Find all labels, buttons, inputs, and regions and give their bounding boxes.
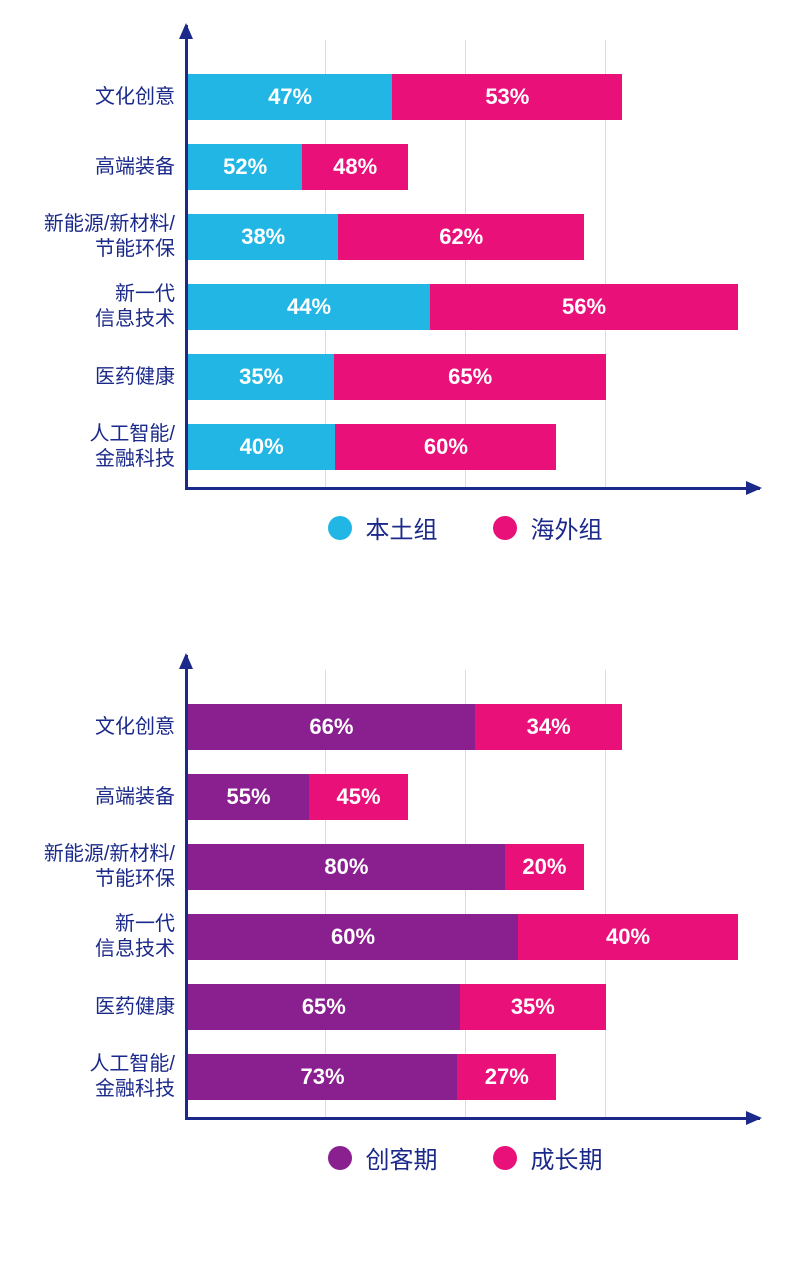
bar-segment: 45% bbox=[309, 774, 408, 820]
bar-value-label: 80% bbox=[324, 854, 368, 880]
bar-segment: 35% bbox=[188, 354, 334, 400]
bar-segment: 60% bbox=[335, 424, 556, 470]
category-label: 高端装备 bbox=[95, 155, 175, 180]
legend-item: 海外组 bbox=[493, 510, 603, 545]
bar-value-label: 60% bbox=[424, 434, 468, 460]
x-axis bbox=[185, 487, 760, 490]
bar-segment: 66% bbox=[188, 704, 475, 750]
bar-value-label: 40% bbox=[606, 924, 650, 950]
bar-segment: 53% bbox=[392, 74, 622, 120]
bar-segment: 55% bbox=[188, 774, 309, 820]
bar-row: 60% 40% bbox=[188, 914, 738, 960]
bar-value-label: 56% bbox=[562, 294, 606, 320]
bar-value-label: 20% bbox=[522, 854, 566, 880]
bar-value-label: 38% bbox=[241, 224, 285, 250]
bar-value-label: 47% bbox=[268, 84, 312, 110]
bar-value-label: 52% bbox=[223, 154, 267, 180]
bar-segment: 65% bbox=[334, 354, 606, 400]
bar-row: 80% 20% bbox=[188, 844, 584, 890]
category-label: 医药健康 bbox=[95, 365, 175, 390]
bar-value-label: 65% bbox=[448, 364, 492, 390]
category-label: 新一代 信息技术 bbox=[95, 282, 175, 332]
category-label: 新能源/新材料/ 节能环保 bbox=[44, 842, 175, 892]
category-label: 人工智能/ 金融科技 bbox=[89, 422, 175, 472]
bar-segment: 60% bbox=[188, 914, 518, 960]
bar-row: 40% 60% bbox=[188, 424, 557, 470]
bar-segment: 52% bbox=[188, 144, 302, 190]
bar-segment: 44% bbox=[188, 284, 430, 330]
bar-value-label: 44% bbox=[287, 294, 331, 320]
bar-segment: 40% bbox=[188, 424, 335, 470]
category-label: 人工智能/ 金融科技 bbox=[89, 1052, 175, 1102]
bar-segment: 35% bbox=[460, 984, 606, 1030]
bar-row: 44% 56% bbox=[188, 284, 738, 330]
bar-value-label: 55% bbox=[226, 784, 270, 810]
category-label: 新能源/新材料/ 节能环保 bbox=[44, 212, 175, 262]
legend-swatch bbox=[493, 1146, 517, 1170]
category-label: 文化创意 bbox=[95, 85, 175, 110]
bar-row: 73% 27% bbox=[188, 1054, 557, 1100]
legend: 创客期 成长期 bbox=[185, 1140, 745, 1175]
plot-area: 47% 53% 52% 48% 38% 62% 44% 56% 35% 65% 40% 60% bbox=[185, 50, 745, 490]
legend-label: 本土组 bbox=[366, 510, 438, 545]
bar-segment: 73% bbox=[188, 1054, 457, 1100]
legend-label: 创客期 bbox=[366, 1140, 438, 1175]
bar-segment: 40% bbox=[518, 914, 738, 960]
bar-row: 47% 53% bbox=[188, 74, 623, 120]
legend: 本土组 海外组 bbox=[185, 510, 745, 545]
chart2: 文化创意高端装备新能源/新材料/ 节能环保新一代 信息技术医药健康人工智能/ 金… bbox=[0, 640, 800, 1200]
bar-row: 66% 34% bbox=[188, 704, 623, 750]
bar-value-label: 48% bbox=[333, 154, 377, 180]
bar-segment: 65% bbox=[188, 984, 460, 1030]
bar-value-label: 62% bbox=[439, 224, 483, 250]
bar-segment: 48% bbox=[302, 144, 408, 190]
bar-segment: 20% bbox=[505, 844, 584, 890]
category-label: 新一代 信息技术 bbox=[95, 912, 175, 962]
legend-item: 本土组 bbox=[328, 510, 438, 545]
x-axis bbox=[185, 1117, 760, 1120]
bar-segment: 56% bbox=[430, 284, 738, 330]
bar-value-label: 27% bbox=[485, 1064, 529, 1090]
bar-segment: 62% bbox=[338, 214, 584, 260]
category-label: 高端装备 bbox=[95, 785, 175, 810]
bar-value-label: 53% bbox=[485, 84, 529, 110]
bar-segment: 47% bbox=[188, 74, 392, 120]
legend-label: 海外组 bbox=[531, 510, 603, 545]
bar-row: 38% 62% bbox=[188, 214, 584, 260]
bar-row: 55% 45% bbox=[188, 774, 408, 820]
bar-value-label: 35% bbox=[239, 364, 283, 390]
bar-value-label: 66% bbox=[309, 714, 353, 740]
bar-value-label: 35% bbox=[511, 994, 555, 1020]
legend-swatch bbox=[328, 516, 352, 540]
category-label: 文化创意 bbox=[95, 715, 175, 740]
legend-item: 创客期 bbox=[328, 1140, 438, 1175]
bar-row: 52% 48% bbox=[188, 144, 408, 190]
bar-value-label: 34% bbox=[527, 714, 571, 740]
bar-value-label: 65% bbox=[302, 994, 346, 1020]
chart1: 文化创意高端装备新能源/新材料/ 节能环保新一代 信息技术医药健康人工智能/ 金… bbox=[0, 10, 800, 570]
legend-label: 成长期 bbox=[531, 1140, 603, 1175]
category-label: 医药健康 bbox=[95, 995, 175, 1020]
bar-segment: 80% bbox=[188, 844, 505, 890]
bar-value-label: 40% bbox=[240, 434, 284, 460]
bar-row: 65% 35% bbox=[188, 984, 606, 1030]
bar-row: 35% 65% bbox=[188, 354, 606, 400]
legend-item: 成长期 bbox=[493, 1140, 603, 1175]
bar-segment: 34% bbox=[475, 704, 623, 750]
plot-area: 66% 34% 55% 45% 80% 20% 60% 40% 65% 35% 73% 27% bbox=[185, 680, 745, 1120]
bar-value-label: 45% bbox=[336, 784, 380, 810]
legend-swatch bbox=[328, 1146, 352, 1170]
bar-value-label: 73% bbox=[300, 1064, 344, 1090]
bar-segment: 38% bbox=[188, 214, 338, 260]
bar-value-label: 60% bbox=[331, 924, 375, 950]
bar-segment: 27% bbox=[457, 1054, 556, 1100]
legend-swatch bbox=[493, 516, 517, 540]
